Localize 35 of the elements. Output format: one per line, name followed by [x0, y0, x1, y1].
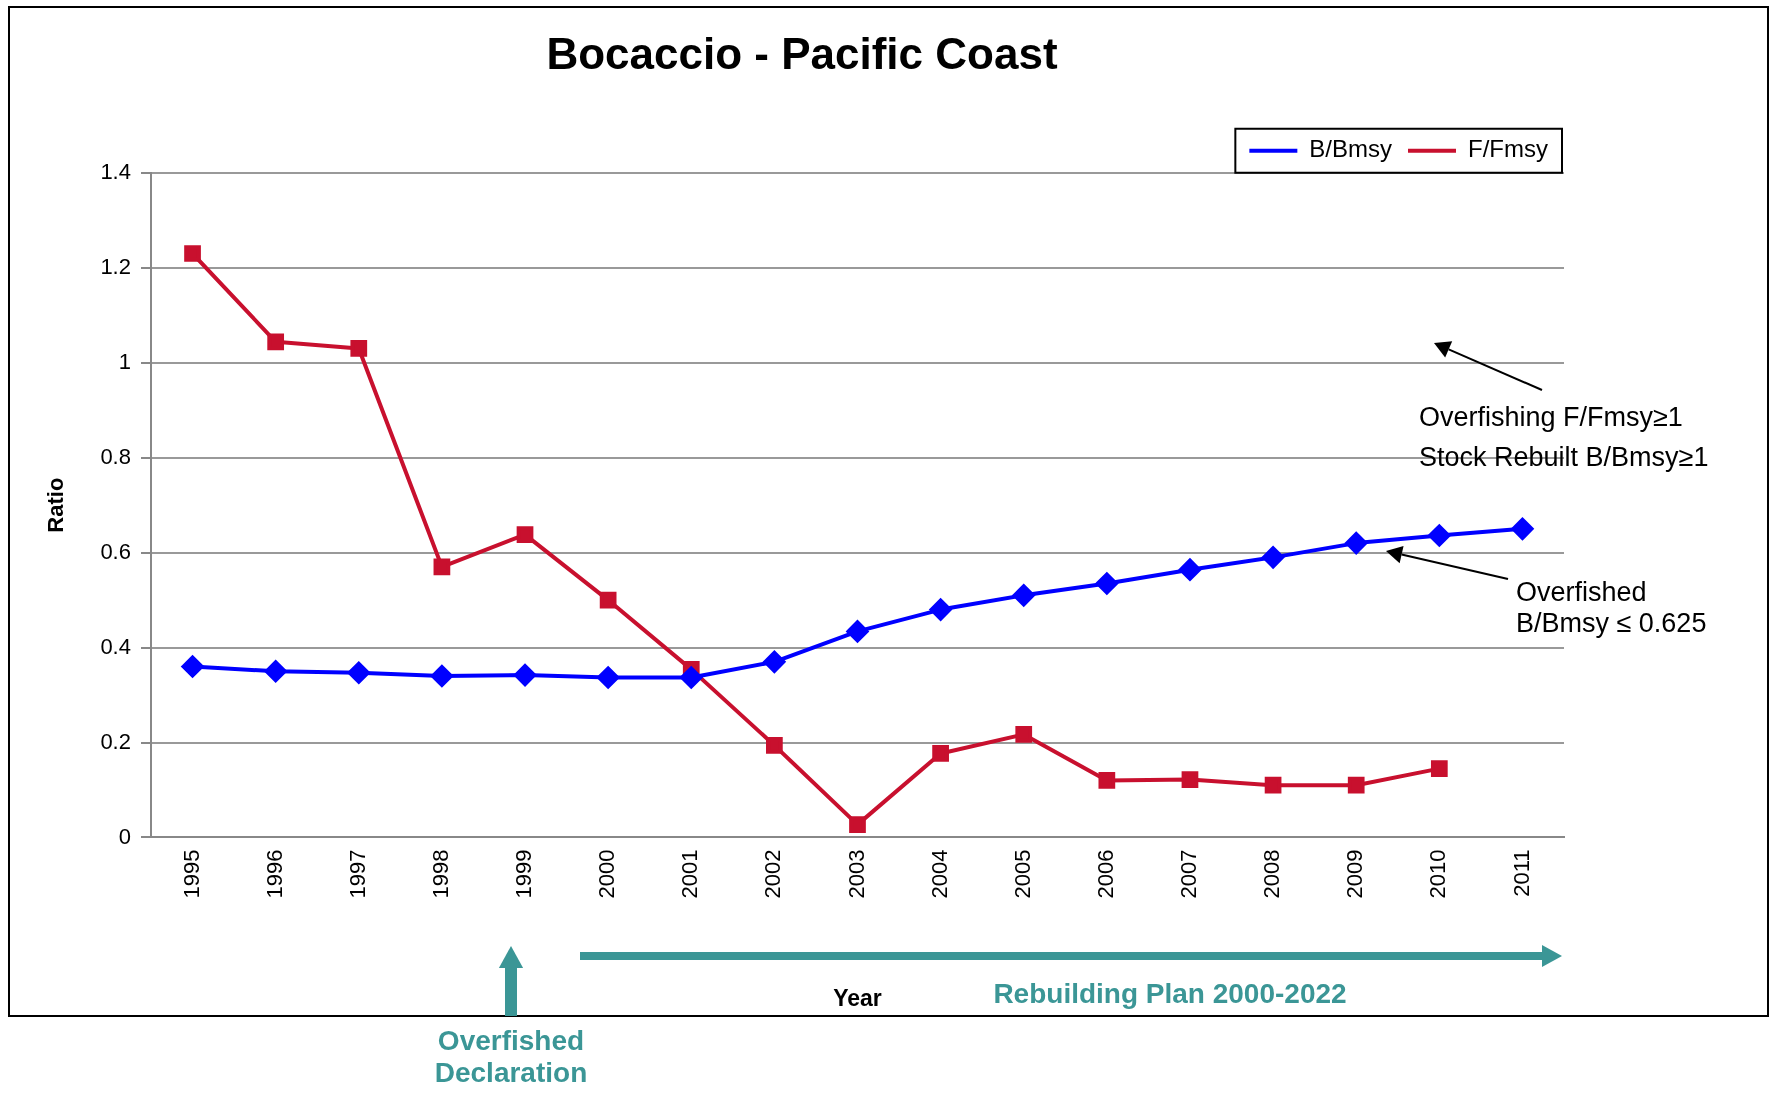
y-tick-label: 0	[118, 823, 131, 849]
annotation: Stock Rebuilt B/Bmsy≥1	[1419, 442, 1709, 473]
text: Rebuilding Plan 2000-2022	[992, 978, 1348, 1010]
x-tick-label: 2008	[1259, 849, 1285, 899]
x-tick-label: 1996	[261, 849, 287, 899]
x-tick-label: 2009	[1342, 849, 1368, 899]
x-tick-label: 2002	[760, 849, 786, 899]
y-tick-label: 0.2	[100, 728, 131, 754]
x-axis-title: Year	[833, 984, 882, 1011]
x-tick-label: 2004	[926, 849, 952, 899]
annotation: Overfishing F/Fmsy≥1	[1419, 402, 1683, 433]
x-tick-label: 1999	[511, 849, 537, 899]
x-tick-label: 2005	[1009, 849, 1035, 899]
x-tick-label: 2006	[1092, 849, 1118, 899]
y-tick-label: 1.2	[100, 253, 131, 279]
x-tick-label: 2011	[1508, 849, 1534, 897]
chart-title: Bocaccio - Pacific Coast	[546, 28, 1058, 78]
annotation: Overfished B/Bmsy ≤ 0.625	[1516, 577, 1708, 639]
x-tick-label: 1995	[178, 849, 204, 899]
y-tick-label: 0.4	[100, 633, 131, 659]
y-tick-label: 1.4	[100, 158, 131, 184]
x-tick-label: 2003	[843, 849, 869, 899]
x-tick-label: 1997	[344, 849, 370, 899]
x-tick-label: 2001	[677, 849, 703, 899]
x-tick-label: 1998	[427, 849, 453, 899]
legend-label: F/Fmsy	[1468, 135, 1548, 163]
legend-label: B/Bmsy	[1309, 135, 1393, 163]
y-axis-title: Ratio	[43, 477, 69, 533]
y-tick-label: 1	[118, 348, 131, 374]
x-tick-label: 2010	[1425, 849, 1451, 899]
x-tick-label: 2007	[1176, 849, 1202, 899]
x-tick-label: 2000	[594, 849, 620, 899]
text: Overfished Declaration	[433, 1025, 589, 1089]
y-tick-label: 0.8	[100, 443, 131, 469]
y-tick-label: 0.6	[100, 538, 131, 564]
